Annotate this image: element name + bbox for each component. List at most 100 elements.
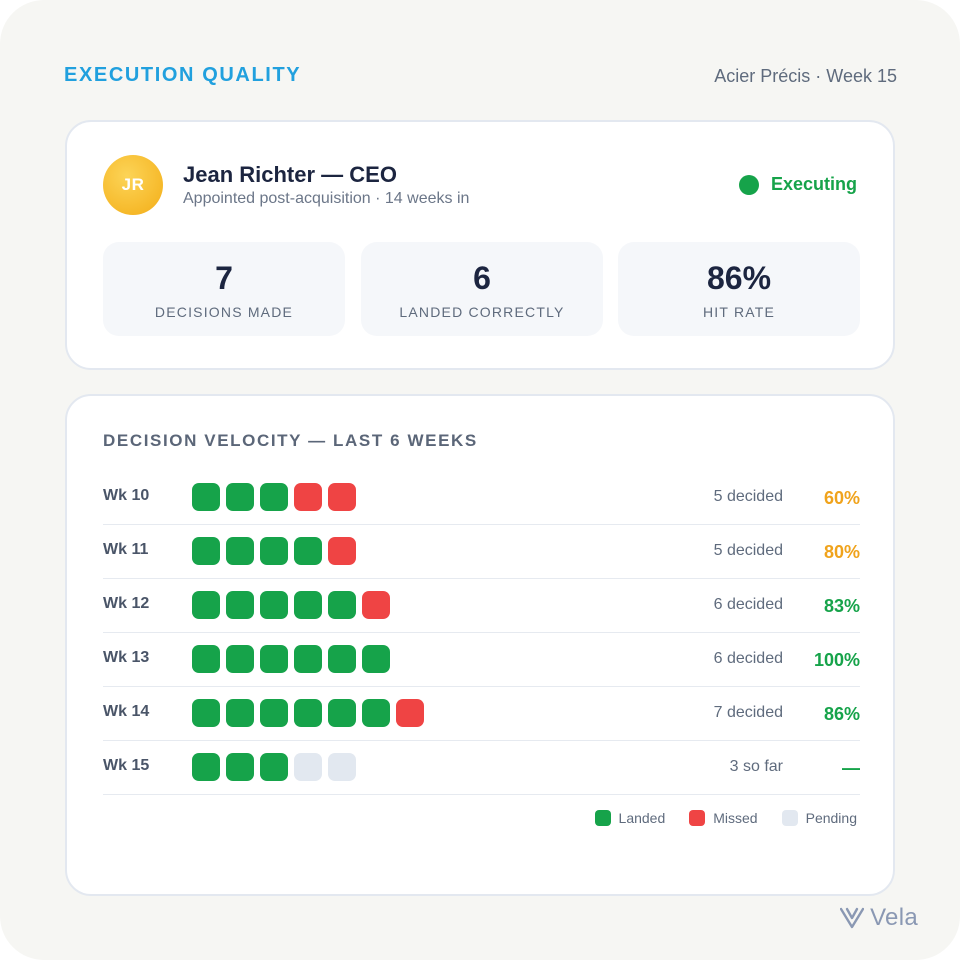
hit-rate: 100% [813,650,860,670]
decision-block-landed [226,591,254,619]
decision-block-landed [362,699,390,727]
decision-block-missed [362,591,390,619]
decision-blocks [192,645,396,673]
decision-block-landed [192,753,220,781]
legend-label: Missed [713,810,758,826]
legend-swatch-landed [594,810,611,826]
company-week-label: Acier Précis · Week 15 [714,66,897,86]
brand: Vela [840,904,918,932]
decision-block-landed [226,483,254,511]
decision-block-landed [260,645,288,673]
vela-logo-icon [840,907,865,929]
week-label: Wk 12 [103,595,150,612]
velocity-rows: Wk 10 5 decided 60% Wk 11 5 decided 80% Wk 12 6… [103,471,860,795]
stat-label: DECISIONS MADE [154,304,294,320]
decision-blocks [192,753,362,781]
status-badge: Executing [738,174,857,195]
decision-block-landed [226,537,254,565]
stat-label: LANDED CORRECTLY [399,304,565,320]
decision-blocks [192,699,430,727]
decision-block-landed [192,483,220,511]
velocity-row: Wk 11 5 decided 80% [103,525,860,579]
decision-block-landed [362,645,390,673]
decided-count: 3 so far [729,758,783,775]
hit-rate: 60% [823,488,860,508]
brand-name: Vela [870,904,918,931]
stat-value: 86% [706,260,772,296]
executive-name: Jean Richter — CEO [183,162,397,187]
decision-block-landed [226,699,254,727]
week-label: Wk 14 [103,703,150,720]
hit-rate: — [842,758,860,778]
decision-blocks [192,537,362,565]
velocity-row: Wk 13 6 decided 100% [103,633,860,687]
decided-count: 6 decided [713,650,783,667]
decision-velocity-card: DECISION VELOCITY — LAST 6 WEEKS Wk 10 5 … [65,394,895,896]
decision-block-landed [328,591,356,619]
week-label: Wk 11 [103,541,149,558]
legend-item-missed: Missed [689,810,758,826]
decision-block-landed [192,591,220,619]
decided-count: 5 decided [713,488,783,505]
decision-block-landed [226,753,254,781]
stat-value: 6 [473,260,491,296]
week-label: Wk 15 [103,757,150,774]
legend: Landed Missed Pending [571,810,857,826]
velocity-row: Wk 15 3 so far — [103,741,860,795]
decided-count: 6 decided [713,596,783,613]
velocity-row: Wk 12 6 decided 83% [103,579,860,633]
decision-blocks [192,591,396,619]
legend-item-pending: Pending [781,810,857,826]
decision-block-landed [294,537,322,565]
decision-block-pending [328,753,356,781]
decision-block-landed [260,483,288,511]
decision-block-landed [294,699,322,727]
decision-block-missed [328,537,356,565]
executive-subtitle: Appointed post-acquisition · 14 weeks in [183,190,470,207]
decision-block-landed [226,645,254,673]
decision-block-missed [396,699,424,727]
decision-block-landed [260,591,288,619]
decision-block-landed [192,645,220,673]
velocity-title: DECISION VELOCITY — LAST 6 WEEKS [103,431,478,450]
legend-label: Pending [805,810,857,826]
status-label: Executing [770,174,857,194]
section-title: EXECUTION QUALITY [64,64,302,86]
legend-swatch-missed [689,810,706,826]
decision-block-landed [192,699,220,727]
decided-count: 5 decided [713,542,783,559]
decision-block-missed [328,483,356,511]
decision-block-landed [328,645,356,673]
week-label: Wk 13 [103,649,150,666]
velocity-row: Wk 10 5 decided 60% [103,471,860,525]
velocity-row: Wk 14 7 decided 86% [103,687,860,741]
stat-label: HIT RATE [702,304,776,320]
decision-block-landed [260,699,288,727]
legend-item-landed: Landed [594,810,666,826]
legend-label: Landed [618,810,666,826]
decision-block-landed [294,591,322,619]
stat-landed-correctly: 6 LANDED CORRECTLY [361,242,603,336]
hit-rate: 83% [823,596,860,616]
executive-profile-card: JR Jean Richter — CEO Appointed post-acq… [65,120,895,370]
week-label: Wk 10 [103,487,150,504]
decided-count: 7 decided [713,704,783,721]
decision-block-landed [328,699,356,727]
stat-decisions-made: 7 DECISIONS MADE [103,242,345,336]
hit-rate: 80% [823,542,860,562]
decision-block-pending [294,753,322,781]
hit-rate: 86% [823,704,860,724]
stat-hit-rate: 86% HIT RATE [618,242,860,336]
decision-block-landed [192,537,220,565]
stat-value: 7 [215,260,233,296]
decision-block-landed [260,753,288,781]
decision-block-landed [260,537,288,565]
status-dot-icon [738,174,759,195]
legend-swatch-pending [781,810,798,826]
decision-block-landed [294,645,322,673]
avatar: JR [103,155,163,215]
decision-blocks [192,483,362,511]
page-header: EXECUTION QUALITY Acier Précis · Week 15 [64,64,897,92]
decision-block-missed [294,483,322,511]
